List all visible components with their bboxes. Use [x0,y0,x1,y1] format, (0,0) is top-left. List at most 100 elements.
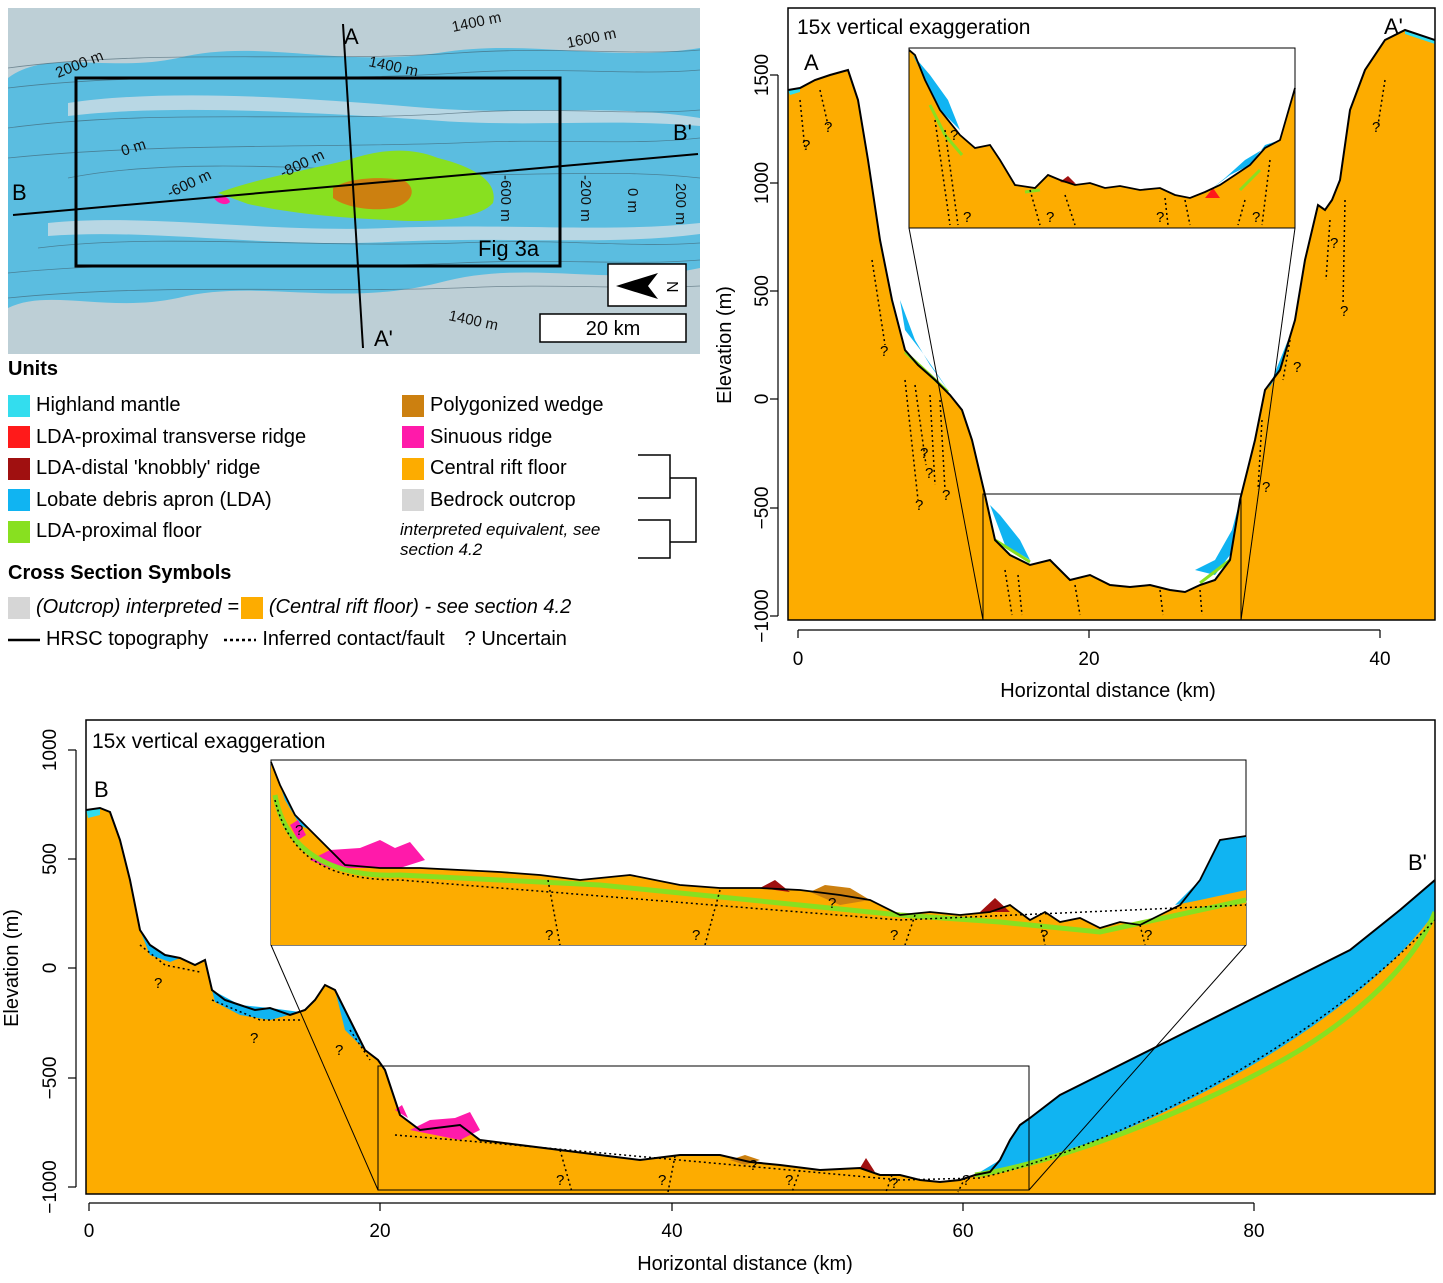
bb-zoom-connector [270,944,379,1191]
symbol-outcrop-text: (Outcrop) interpreted = [36,596,239,618]
uncertain-marker: ? [295,822,303,839]
uncertain-marker: ? [828,895,836,912]
uncertain-marker: ? [1330,235,1338,252]
uncertain-marker: ? [890,1175,898,1192]
symbol-uncertain: ? Uncertain [464,628,567,650]
cross-section-aa: ? ? ? ? ? ? ? ? ? ? ? ? [700,0,1443,705]
aa-inset-connector-box [908,47,1296,229]
symbol-line-row: HRSC topography Inferred contact/fault ?… [8,628,567,651]
bb-plot-frame [85,719,1436,1195]
bb-end-label: B' [1408,850,1427,875]
legend-item: Lobate debris apron (LDA) [8,485,306,517]
legend-label: Sinuous ridge [430,425,553,448]
uncertain-marker: ? [250,1030,258,1047]
uncertain-marker: ? [915,497,923,514]
aa-inset-hrsc [908,49,1296,199]
bb-y-tick-label: 500 [40,843,61,875]
uncertain-marker: ? [335,1042,343,1059]
units-column-right: Polygonized wedge Sinuous ridge Central … [402,390,603,516]
legend-label: LDA-proximal transverse ridge [36,425,307,448]
uncertain-marker: ? [1372,119,1380,136]
uncertain-marker: ? [824,119,832,136]
legend-item: Highland mantle [8,390,306,422]
map-sinuous-ridge [214,195,230,205]
aa-y-tick-label: 500 [752,275,773,307]
legend-label: Central rift floor [430,457,567,480]
solid-line-icon [8,638,40,641]
dotted-line-icon [224,638,257,641]
uncertain-marker: ? [785,1172,793,1189]
legend-label: LDA-proximal floor [36,520,202,543]
aa-y-tick-label: −1000 [752,589,773,642]
rift-swatch [240,596,263,619]
aa-y-axis [770,74,779,617]
aa-y-tick-labels: 1500 1000 500 0 −500 −1000 [752,54,773,643]
aa-x-tick-label: 0 [793,649,804,670]
legend-swatch [8,457,30,480]
aa-inset: ? ? ? ? ? [908,47,1296,229]
bb-x-tick-label: 0 [84,1221,95,1242]
bb-y-axis [68,749,77,1188]
legend-item: Central rift floor [402,453,603,485]
bb-y-tick-label: 1000 [40,729,61,771]
cross-section-aa-svg: ? ? ? ? ? ? ? ? ? ? ? ? [714,7,1436,702]
aa-end-label: A' [1384,14,1403,39]
uncertain-marker: ? [658,1172,666,1189]
legend-swatch [8,489,30,512]
bb-x-tick-label: 80 [1243,1221,1264,1242]
legend-label: Polygonized wedge [430,394,604,417]
aa-zoom-box [982,493,1242,620]
aa-plot-frame [787,7,1436,621]
uncertain-marker: ? [556,1172,564,1189]
bb-y-tick-label: −500 [40,1057,61,1100]
bb-x-axis [88,1202,1255,1211]
bb-proximal-floor-line [974,911,1435,1178]
legend-item: Sinuous ridge [402,422,603,454]
bb-inset-rift-floor [271,762,1246,945]
uncertain-marker: ? [1293,359,1301,376]
map-bedrock-band-1 [68,95,700,126]
legend-swatch [8,520,30,543]
context-map-svg: 1400 m 1600 m 2000 m 1400 m 0 m -600 m -… [7,8,701,354]
contour-label: 0 m [119,136,148,160]
uncertain-marker: ? [1144,927,1152,944]
bb-x-axis-label: Horizontal distance (km) [637,1253,853,1275]
north-arrow-icon [616,273,658,299]
aa-y-tick-label: 1500 [752,54,773,96]
contour-label: 200 m [672,183,689,225]
uncertain-marker: ? [1252,209,1260,226]
map-label-b-prime: B' [673,120,692,145]
legend-label: Lobate debris apron (LDA) [36,488,272,511]
outcrop-swatch [8,596,30,619]
legend-swatch [402,457,424,480]
legend-swatch [402,394,424,417]
scale-bar: 20 km [539,313,687,343]
uncertain-marker: ? [154,975,162,992]
uncertain-marker: ? [1046,209,1054,226]
legend-swatch [8,426,30,449]
bb-y-axis-label: Elevation (m) [1,909,23,1027]
aa-zoom-connector [908,227,984,620]
aa-exaggeration-label: 15x vertical exaggeration [797,16,1030,39]
units-title: Units [8,358,58,380]
uncertain-marker: ? [950,127,958,144]
uncertain-marker: ? [963,209,971,226]
cross-section-bb: ? ? ? ? ? ? ? ? ? [0,705,1443,1278]
bb-zoom-connector [1028,944,1247,1191]
legend-item: LDA-distal 'knobbly' ridge [8,453,306,485]
legend-item: Polygonized wedge [402,390,603,422]
contour-label: -200 m [577,175,594,222]
symbols-title: Cross Section Symbols [8,562,232,584]
uncertain-marker: ? [880,343,888,360]
aa-x-tick-label: 40 [1369,649,1390,670]
aa-inset-rift-floor [909,50,1295,228]
units-column-left: Highland mantle LDA-proximal transverse … [8,390,306,548]
uncertain-marker: ? [925,465,933,482]
bb-lda-fill [140,880,1435,1172]
north-arrow: N [607,263,687,307]
aa-hrsc-topography [788,28,1435,594]
aa-y-axis-label: Elevation (m) [714,286,736,404]
legend-swatch [402,426,424,449]
bb-inferred-contacts [559,1149,966,1193]
uncertain-marker: ? [749,1157,757,1174]
